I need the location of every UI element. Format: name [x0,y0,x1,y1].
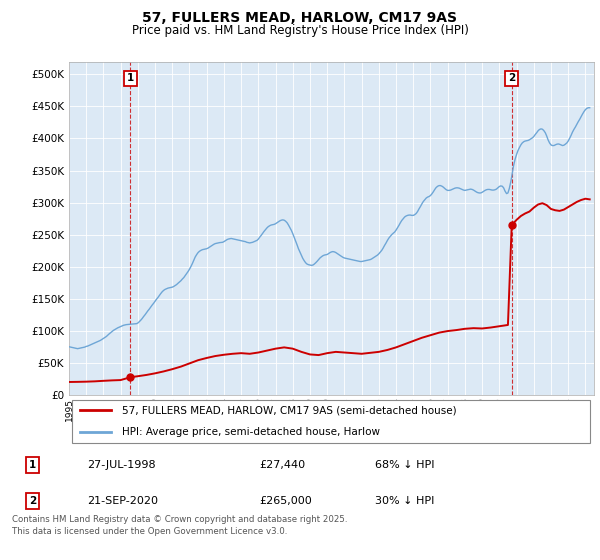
Text: 1: 1 [127,73,134,83]
Text: 57, FULLERS MEAD, HARLOW, CM17 9AS (semi-detached house): 57, FULLERS MEAD, HARLOW, CM17 9AS (semi… [121,405,456,416]
Text: 1: 1 [29,460,37,470]
Text: £27,440: £27,440 [260,460,306,470]
Text: Price paid vs. HM Land Registry's House Price Index (HPI): Price paid vs. HM Land Registry's House … [131,24,469,36]
FancyBboxPatch shape [71,400,590,443]
Text: 2: 2 [29,496,37,506]
Point [507,221,517,230]
Text: Contains HM Land Registry data © Crown copyright and database right 2025.
This d: Contains HM Land Registry data © Crown c… [12,515,347,536]
Text: 2: 2 [508,73,515,83]
Text: 27-JUL-1998: 27-JUL-1998 [87,460,155,470]
Text: 57, FULLERS MEAD, HARLOW, CM17 9AS: 57, FULLERS MEAD, HARLOW, CM17 9AS [143,11,458,25]
Text: HPI: Average price, semi-detached house, Harlow: HPI: Average price, semi-detached house,… [121,427,380,437]
Point [125,373,135,382]
Text: 21-SEP-2020: 21-SEP-2020 [87,496,158,506]
Text: 30% ↓ HPI: 30% ↓ HPI [375,496,434,506]
Text: 68% ↓ HPI: 68% ↓ HPI [375,460,434,470]
Text: £265,000: £265,000 [260,496,313,506]
